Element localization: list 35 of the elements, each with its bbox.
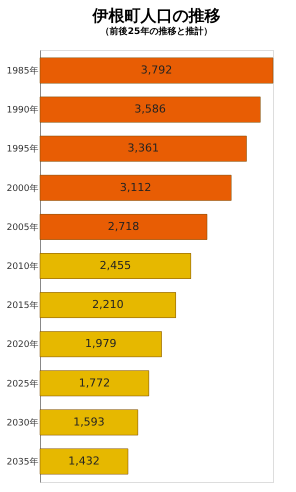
data-label: 1,593	[73, 415, 105, 428]
y-tick-label: 2000年	[6, 182, 38, 194]
data-label: 2,455	[100, 259, 132, 272]
y-tick-label: 1995年	[6, 144, 38, 155]
y-tick-label: 1985年	[6, 66, 38, 77]
data-label: 2,718	[108, 220, 140, 233]
bar	[40, 409, 138, 436]
bar	[40, 448, 128, 474]
y-tick-label: 2030年	[6, 417, 38, 428]
data-label: 3,586	[134, 102, 166, 116]
bar	[40, 96, 261, 123]
chart-title: 伊根町人口の推移	[92, 6, 220, 25]
data-label: 1,432	[68, 454, 100, 468]
bar	[40, 253, 192, 279]
bar	[40, 331, 162, 358]
data-label: 3,792	[140, 64, 172, 77]
y-tick-label: 2010年	[6, 261, 38, 272]
y-tick-label: 2035年	[6, 456, 38, 468]
bar	[40, 174, 232, 201]
data-label: 3,361	[128, 142, 160, 155]
y-tick-label: 2005年	[6, 222, 38, 233]
y-tick-label: 2015年	[6, 300, 38, 312]
data-label: 2,210	[92, 298, 124, 312]
bar	[40, 214, 208, 240]
y-tick-label: 2020年	[6, 339, 38, 350]
bar	[40, 292, 176, 318]
bar	[40, 58, 274, 84]
y-tick-label: 1990年	[6, 104, 38, 116]
bar	[40, 136, 247, 162]
y-tick-label: 2025年	[6, 378, 38, 390]
data-label: 3,112	[120, 180, 152, 194]
chart-subtitle: （前後25年の推移と推計）	[100, 26, 212, 37]
bar	[40, 370, 150, 396]
data-label: 1,772	[78, 376, 110, 390]
data-label: 1,979	[85, 337, 117, 350]
